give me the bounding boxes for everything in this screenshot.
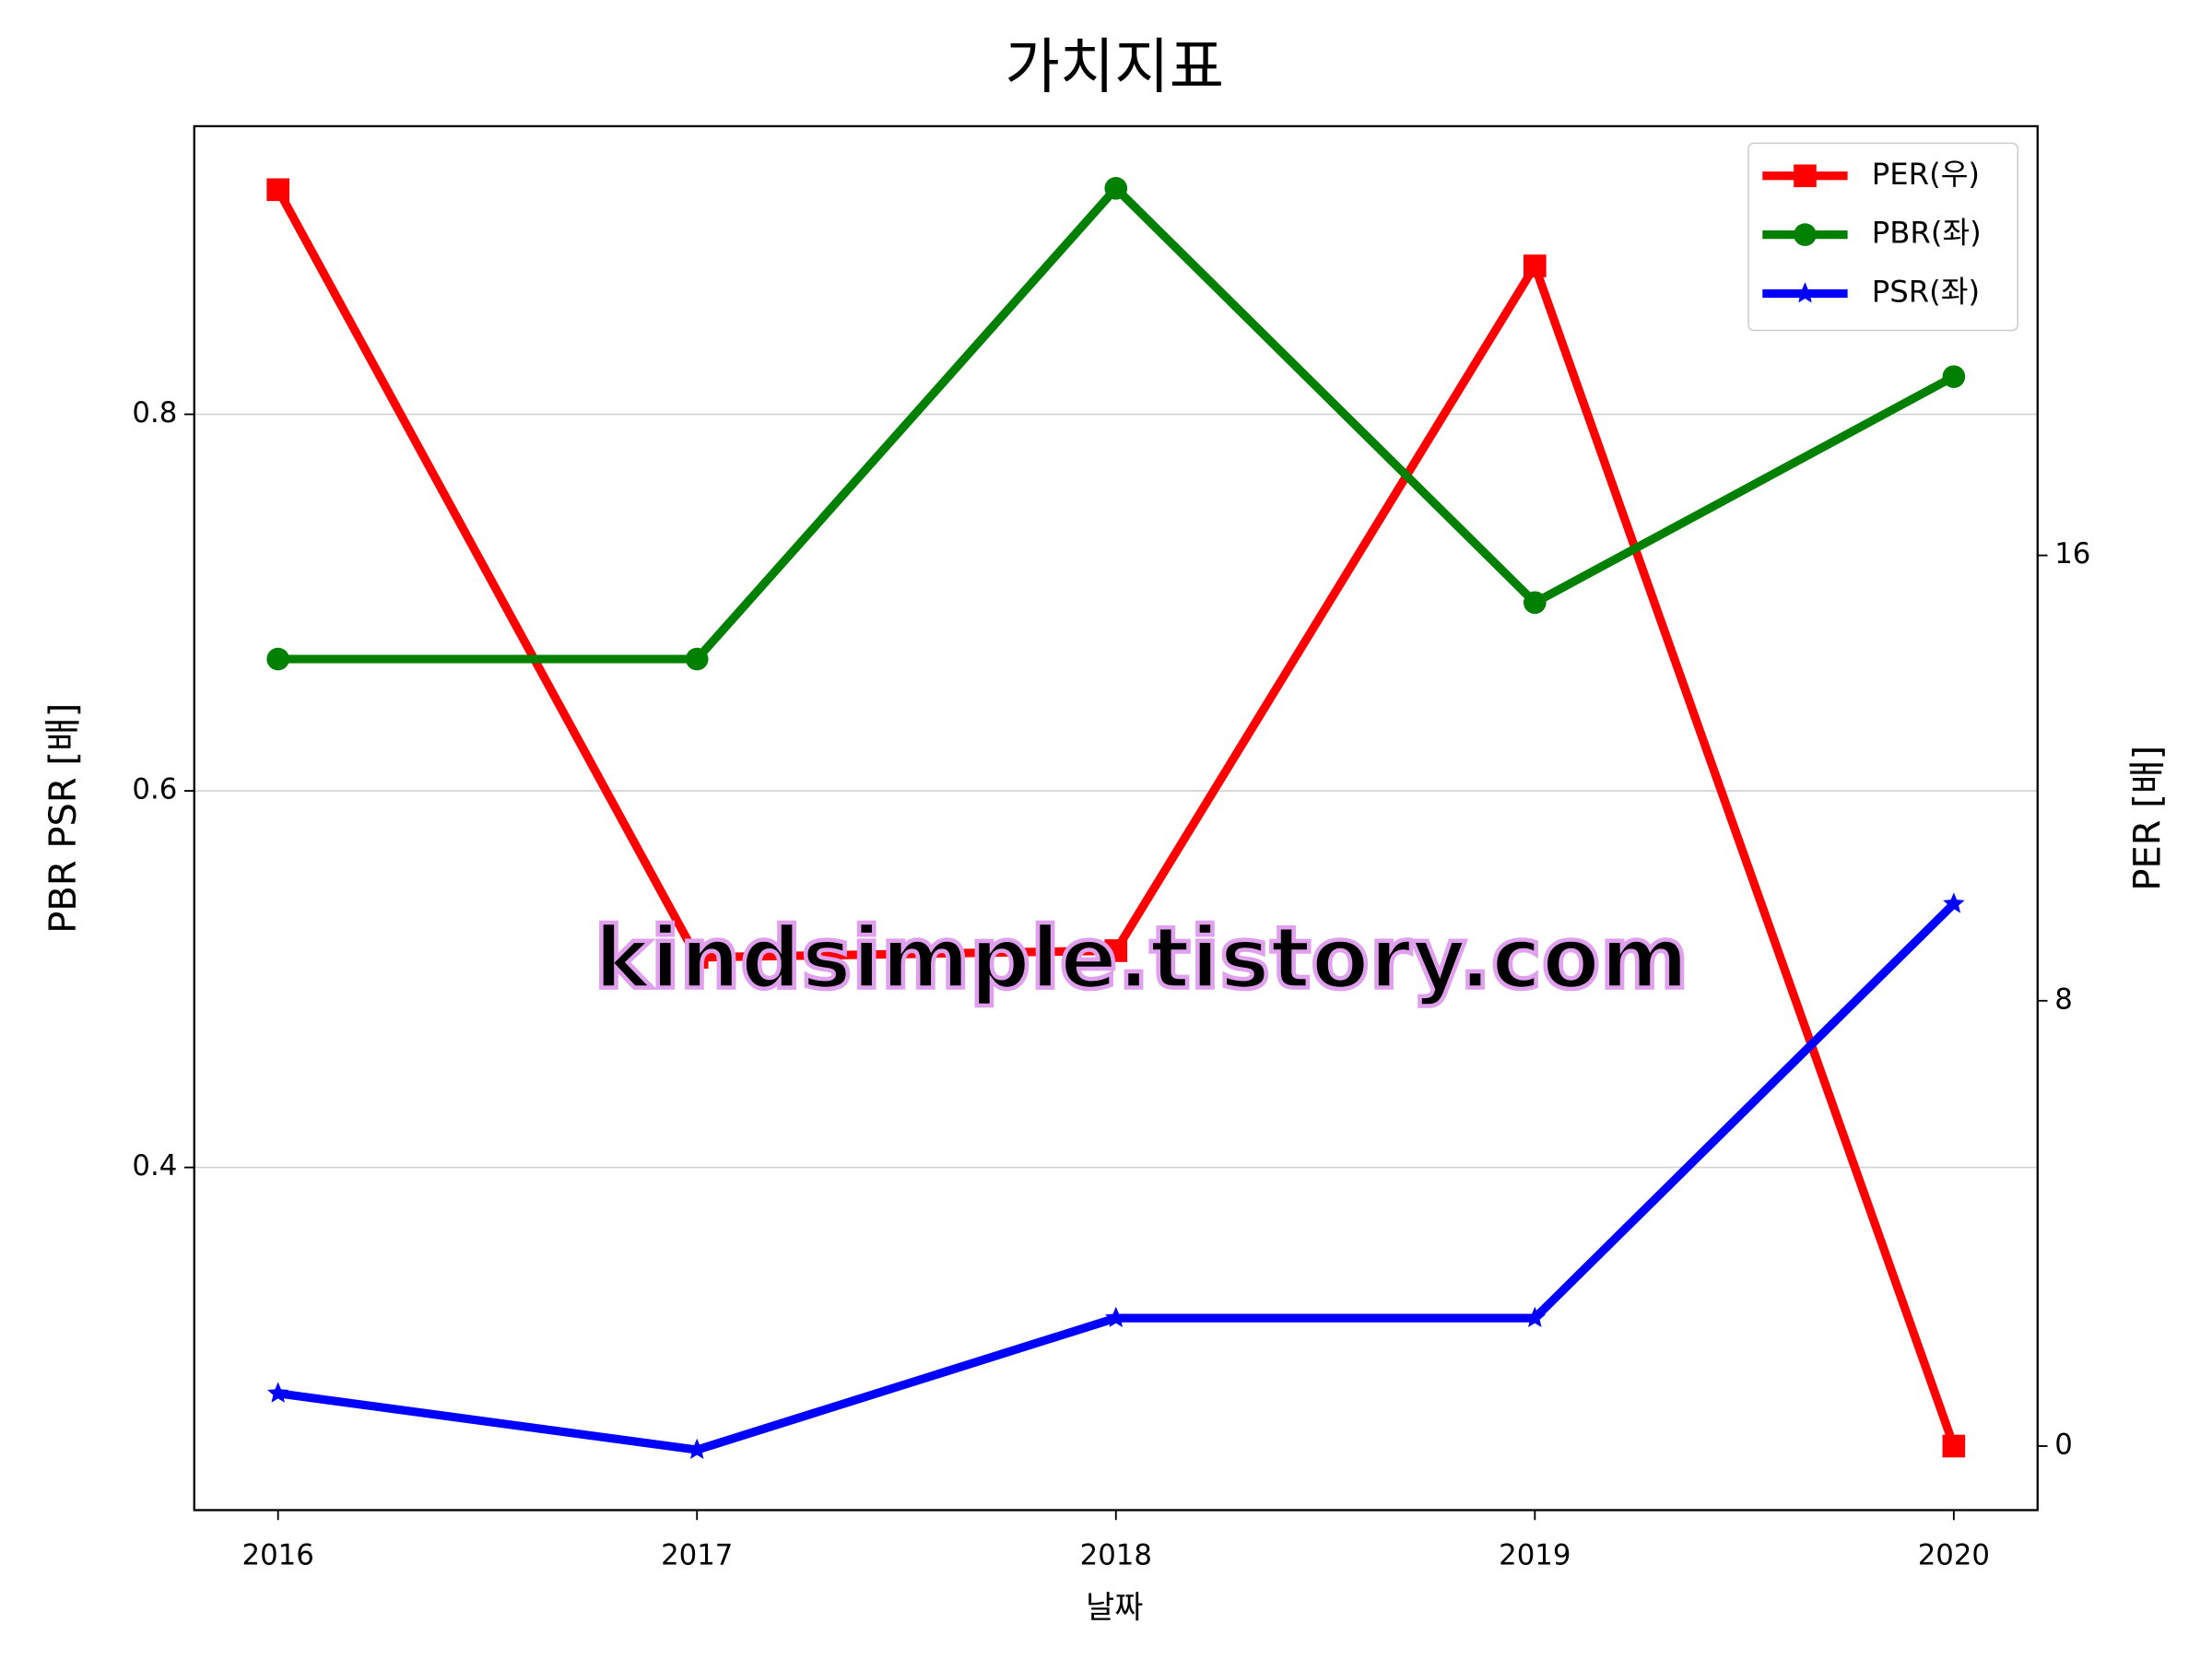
legend-label: PBR(좌) — [1872, 216, 1982, 251]
marker — [1943, 892, 1965, 913]
marker — [1104, 939, 1128, 962]
marker — [1105, 1306, 1127, 1328]
x-axis-label: 날짜 — [1086, 1590, 1143, 1626]
x-tick-label: 2016 — [242, 1539, 314, 1572]
marker — [1794, 282, 1817, 303]
marker — [1794, 223, 1817, 246]
legend-label: PER(우) — [1872, 157, 1980, 192]
marker — [266, 647, 289, 671]
marker — [1942, 365, 1966, 388]
y-axis-label: PBR PSR [배] — [42, 703, 85, 934]
watermark: kindsimple.tistory.com — [594, 909, 1689, 1008]
marker — [686, 1438, 708, 1460]
legend-box — [1747, 142, 2018, 332]
marker — [266, 1382, 289, 1403]
y2-tick-label: 0 — [2054, 1429, 2073, 1462]
y-tick-label: 0.6 — [132, 773, 177, 806]
marker — [1524, 254, 1547, 277]
y-tick-label: 0.8 — [132, 396, 177, 429]
marker — [1524, 591, 1547, 615]
marker — [1524, 1306, 1547, 1328]
legend-label: PSR(좌) — [1872, 274, 1980, 309]
x-tick-label: 2017 — [661, 1539, 733, 1572]
marker — [1104, 177, 1128, 200]
marker — [1942, 1434, 1966, 1458]
marker — [685, 946, 709, 969]
marker — [266, 178, 289, 202]
x-tick-label: 2018 — [1080, 1539, 1152, 1572]
y2-axis-label: PER [배] — [2126, 746, 2169, 891]
plot-frame — [193, 124, 2039, 1512]
marker — [1794, 164, 1817, 188]
y2-tick-label: 8 — [2054, 982, 2073, 1016]
chart-title: 가치지표 — [1005, 33, 1224, 102]
x-tick-label: 2019 — [1499, 1539, 1571, 1572]
y2-tick-label: 16 — [2054, 537, 2090, 571]
y-tick-label: 0.4 — [132, 1149, 177, 1182]
x-tick-label: 2020 — [1918, 1539, 1990, 1572]
legend: PER(우) PBR(좌) PSR(좌) — [1747, 142, 2018, 332]
marker — [685, 647, 709, 671]
